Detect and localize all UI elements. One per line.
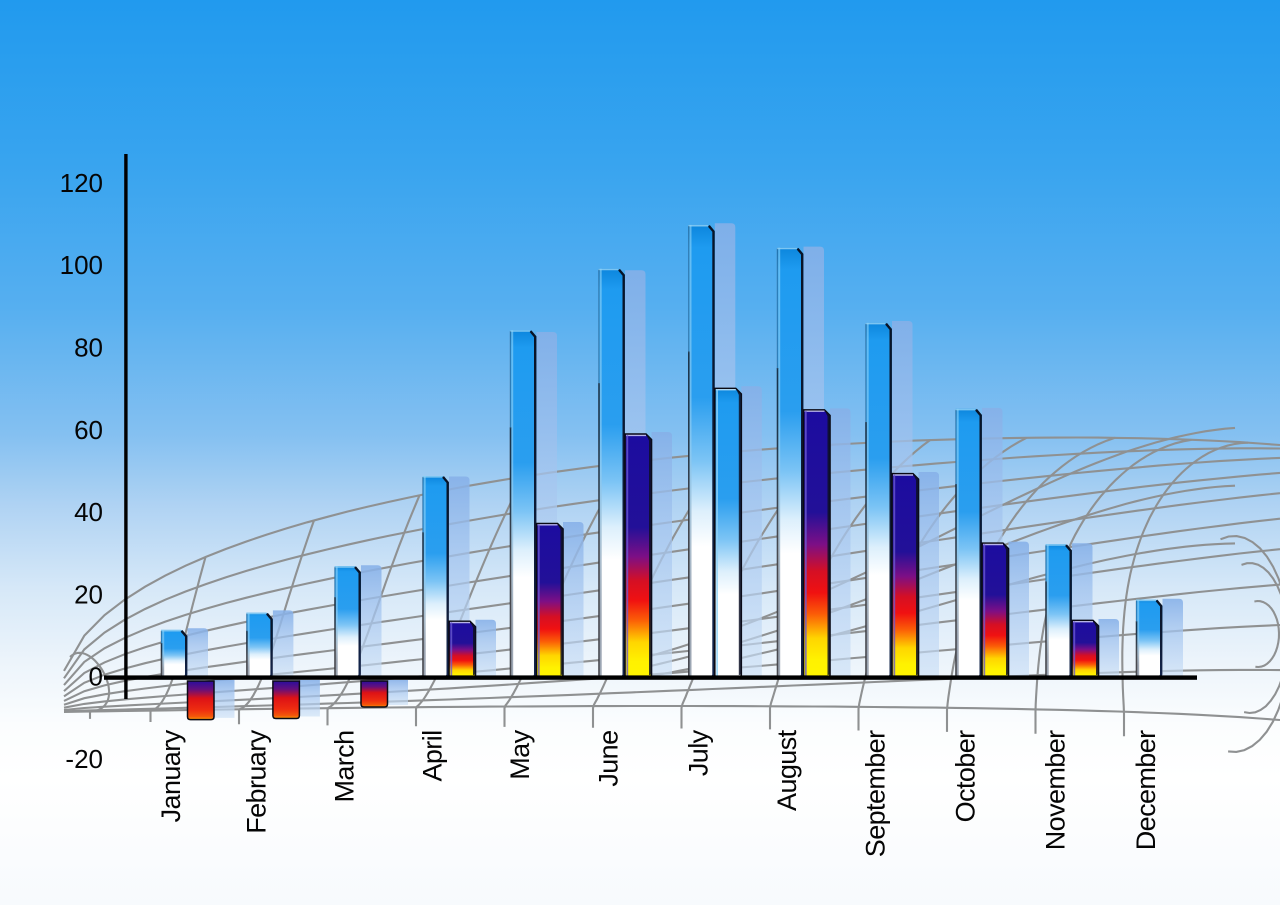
svg-text:100: 100	[60, 250, 103, 280]
svg-text:80: 80	[74, 333, 103, 363]
svg-text:0: 0	[89, 662, 103, 692]
svg-text:March: March	[330, 731, 360, 803]
svg-text:June: June	[594, 731, 624, 787]
svg-text:July: July	[683, 729, 713, 776]
svg-text:May: May	[505, 729, 535, 779]
svg-text:September: September	[861, 730, 891, 857]
svg-text:April: April	[418, 731, 448, 782]
svg-text:60: 60	[74, 415, 103, 445]
svg-text:October: October	[951, 730, 981, 822]
svg-text:November: November	[1041, 730, 1071, 850]
svg-text:120: 120	[60, 168, 103, 198]
svg-text:40: 40	[74, 497, 103, 527]
svg-text:-20: -20	[65, 744, 103, 774]
svg-text:January: January	[156, 729, 186, 822]
svg-text:20: 20	[74, 579, 103, 609]
svg-text:December: December	[1131, 730, 1161, 850]
svg-text:August: August	[772, 729, 802, 811]
svg-text:February: February	[241, 729, 271, 833]
